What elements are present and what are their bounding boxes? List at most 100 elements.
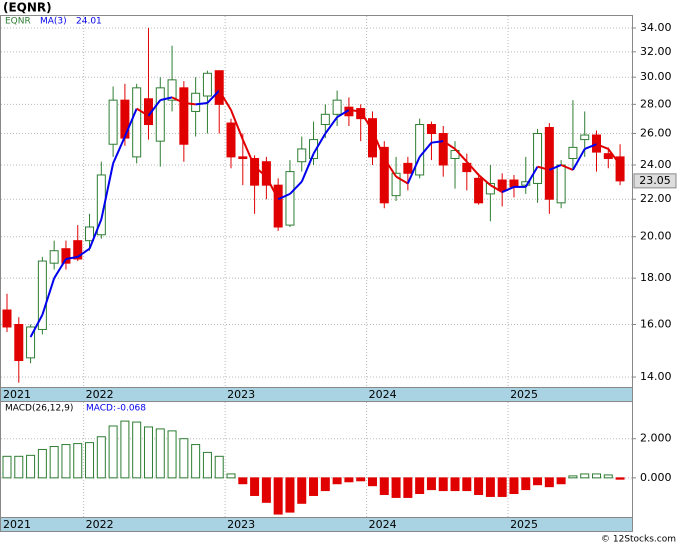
macd-bar (261, 477, 271, 503)
macd-bar (592, 473, 601, 479)
x-tick-label: 2023 (227, 388, 255, 401)
macd-bar (108, 425, 118, 479)
candle-body (332, 99, 342, 115)
y-tick-label: 24.00 (640, 158, 672, 171)
footer: © 12Stocks.com (601, 535, 676, 545)
candle-body (509, 179, 519, 188)
macd-bar (309, 477, 319, 496)
macd-bar (96, 436, 106, 479)
y-tick-label: 32.00 (640, 45, 672, 58)
macd-panel (0, 401, 633, 518)
y-tick-label: 14.00 (640, 370, 672, 383)
macd-bar (320, 477, 330, 492)
macd-bar (556, 477, 566, 485)
ma-line (100, 163, 115, 220)
candle-body (191, 92, 201, 112)
candle-body (49, 250, 59, 264)
ma-line (477, 174, 492, 186)
macd-bar (426, 477, 436, 491)
candle-body (155, 87, 165, 142)
y-tick-label: 18.00 (640, 271, 672, 284)
y-tick-label: 26.00 (640, 127, 672, 140)
macd-bar (497, 477, 507, 497)
candle-body (426, 124, 436, 135)
macd-bar (379, 477, 389, 495)
candle-body (568, 146, 578, 159)
ma-line (395, 175, 409, 185)
ma-line (584, 143, 597, 150)
ma-line (406, 156, 421, 184)
candle-body (179, 87, 189, 145)
ma-line (596, 143, 609, 150)
macd-title: MACD(26,12,9) (5, 404, 73, 414)
ma-line (77, 247, 91, 258)
ma-line (265, 176, 280, 200)
x-tick-label: 2025 (510, 388, 538, 401)
ma-line (312, 132, 327, 155)
macd-bar (403, 477, 413, 498)
ma-line (348, 109, 361, 113)
ma-line (524, 166, 539, 188)
macd-bar (14, 455, 24, 479)
macd-bar (191, 444, 201, 479)
ma-line (277, 192, 291, 201)
ma-line (53, 258, 67, 279)
candle-body (556, 164, 566, 204)
x-tick-label: 2022 (86, 388, 114, 401)
ma-line (489, 184, 503, 193)
macd-bar (462, 477, 472, 492)
macd-bar (485, 477, 495, 497)
x-tick-label: 2024 (369, 388, 397, 401)
candle-body (297, 148, 307, 163)
candle-body (379, 146, 389, 204)
macd-bar (391, 477, 401, 498)
ma-line (324, 116, 338, 135)
macd-bar (615, 477, 625, 480)
candle-body (167, 79, 177, 101)
ma-line (466, 161, 480, 176)
macd-bar (238, 477, 248, 485)
ma-line (29, 314, 44, 338)
macd-bar (143, 426, 153, 479)
macd-bar (61, 444, 71, 479)
x-tick-label: 2024 (369, 518, 397, 531)
macd-bar (568, 475, 578, 479)
candle-body (132, 87, 142, 158)
ma-line (442, 140, 456, 150)
date-strip (0, 517, 633, 532)
candle-body (202, 72, 212, 97)
candle-body (14, 324, 24, 362)
macd-bar (2, 455, 12, 479)
ma-line (171, 96, 185, 104)
ma-line (230, 109, 244, 140)
candle-body (615, 156, 625, 182)
ma-line (572, 148, 586, 171)
macd-bar (226, 473, 236, 479)
y-tick-label: 2.000 (640, 432, 672, 445)
macd-bar (214, 455, 224, 479)
candle-body (391, 172, 401, 197)
macd-bar (26, 454, 36, 479)
ma-line (537, 165, 550, 171)
ma-line (160, 96, 173, 102)
price-label-box (633, 173, 677, 189)
y-tick-label: 34.00 (640, 21, 672, 34)
legend-ticker: EQNR (5, 17, 31, 27)
y-tick-label: 22.00 (640, 192, 672, 205)
ma-line (359, 110, 374, 132)
ma-line (112, 136, 126, 164)
candle-body (273, 184, 283, 228)
x-tick-label: 2021 (3, 518, 31, 531)
y-tick-label: 20.00 (640, 230, 672, 243)
ma-line (41, 277, 56, 316)
macd-bar (509, 477, 519, 495)
ma-line (418, 142, 433, 158)
candle-body (85, 226, 95, 242)
macd-bar (155, 428, 165, 479)
ma-line (253, 165, 268, 178)
macd-bar (533, 477, 543, 486)
candle-body (580, 134, 590, 141)
chart-title: (EQNR) (3, 1, 52, 15)
ma-line (371, 130, 386, 159)
y-tick-label: 16.00 (640, 318, 672, 331)
